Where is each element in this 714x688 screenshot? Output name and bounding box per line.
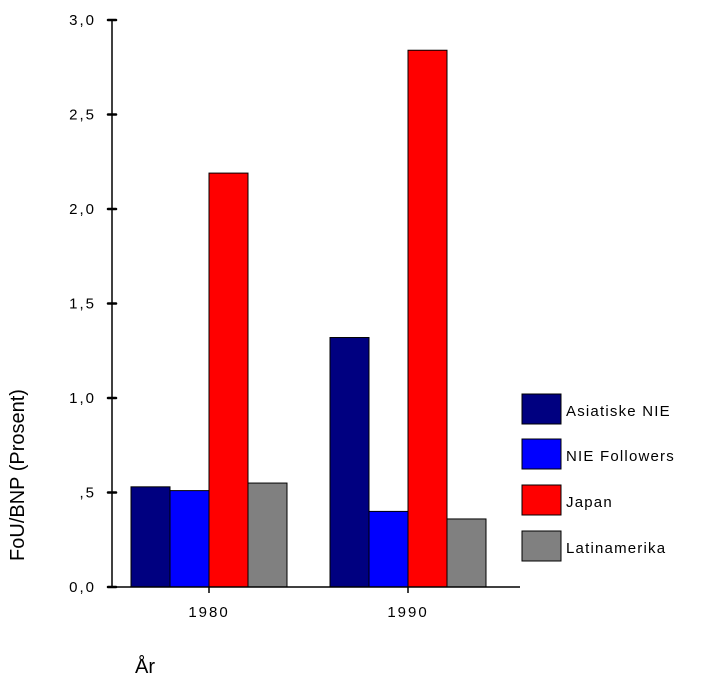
legend-swatch [521,438,562,470]
bar-latinamerika-1980 [247,482,288,588]
y-axis-title: FoU/BNP (Prosent) [7,389,29,561]
y-tick-label: 2,0 [69,201,96,218]
bar-nie-followers-1990 [368,510,409,588]
legend-label: Japan [566,494,613,511]
x-tick-label: 1980 [188,604,229,621]
legend-label: Latinamerika [566,540,666,557]
x-tick-label: 1990 [387,604,428,621]
legend-swatch [521,393,562,425]
bar-japan-1990 [407,49,448,588]
y-tick-label: 0,0 [69,579,96,596]
y-ticks-group: 0,0 ,5 1,0 1,5 2,0 2,5 3,0 [69,12,118,596]
bars-group [130,49,487,588]
bar-japan-1980 [208,172,249,588]
y-tick-label: 1,0 [69,390,96,407]
bar-nie-followers-1980 [169,490,210,588]
y-tick-label: 1,5 [69,296,96,313]
y-tick-label: 2,5 [69,107,96,124]
legend: Asiatiske NIE NIE Followers Japan Latinamer… [521,393,675,562]
legend-label: NIE Followers [566,448,675,465]
bar-asiatiske-nie-1980 [130,486,171,588]
bar-latinamerika-1990 [446,518,487,588]
y-tick-label: ,5 [79,485,96,502]
legend-label: Asiatiske NIE [566,403,671,420]
y-tick-label: 3,0 [69,12,96,29]
x-axis-title: År [135,655,155,678]
x-ticks-group: 1980 1990 [188,587,428,621]
bar-asiatiske-nie-1990 [329,337,370,588]
legend-swatch [521,484,562,516]
legend-swatch [521,530,562,562]
